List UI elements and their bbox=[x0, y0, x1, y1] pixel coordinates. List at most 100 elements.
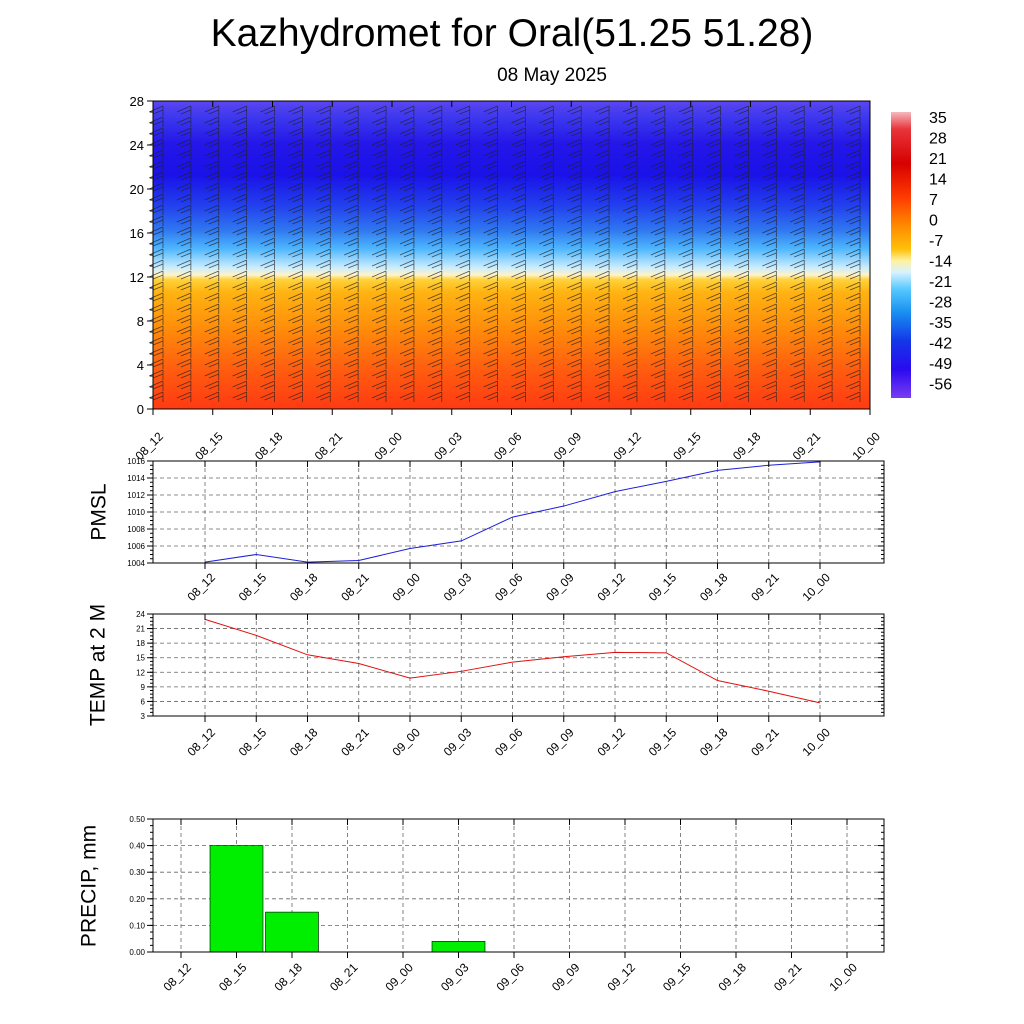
wind-barb bbox=[845, 314, 861, 325]
wind-barb bbox=[148, 358, 164, 369]
wind-barb bbox=[399, 204, 415, 215]
wind-barb bbox=[539, 391, 554, 402]
wind-barb bbox=[427, 380, 443, 391]
wind-barb bbox=[344, 204, 359, 215]
heatmap-y-tick-label: 24 bbox=[130, 138, 144, 153]
wind-barb bbox=[176, 127, 192, 138]
pmsl-x-tick-label: 09_09 bbox=[543, 570, 577, 604]
wind-barb bbox=[539, 182, 554, 193]
precip-y-tick-label: 0.20 bbox=[129, 895, 145, 904]
wind-barb bbox=[594, 193, 610, 204]
wind-barb bbox=[260, 380, 275, 391]
wind-barb bbox=[483, 105, 498, 116]
wind-barb bbox=[567, 127, 582, 138]
wind-barb bbox=[511, 314, 526, 325]
wind-barb bbox=[260, 347, 275, 358]
wind-barb bbox=[232, 358, 248, 369]
wind-barb bbox=[148, 204, 164, 215]
temp-series-line bbox=[204, 618, 821, 704]
wind-barb bbox=[204, 127, 220, 138]
wind-barb bbox=[678, 259, 694, 270]
wind-barb bbox=[232, 281, 248, 292]
wind-barb bbox=[371, 138, 387, 149]
wind-barb bbox=[371, 193, 387, 204]
wind-barb bbox=[790, 193, 805, 204]
wind-barb bbox=[344, 270, 359, 281]
wind-barb bbox=[594, 171, 610, 182]
wind-barb bbox=[762, 127, 777, 138]
wind-barb bbox=[260, 314, 275, 325]
wind-barb bbox=[148, 182, 164, 193]
wind-barb bbox=[594, 380, 610, 391]
wind-barb bbox=[650, 391, 666, 402]
precip-x-tick-label: 08_12 bbox=[160, 960, 194, 994]
wind-barb bbox=[344, 281, 359, 292]
wind-barb bbox=[511, 391, 526, 402]
wind-barb bbox=[344, 171, 359, 182]
wind-barb bbox=[399, 380, 415, 391]
wind-barb bbox=[817, 270, 833, 281]
precip-y-axis-label: PRECIP, mm bbox=[78, 825, 101, 947]
wind-barb bbox=[427, 160, 443, 171]
wind-barb bbox=[260, 149, 275, 160]
wind-barb bbox=[622, 127, 638, 138]
wind-barb bbox=[427, 248, 443, 259]
wind-barb bbox=[371, 182, 387, 193]
wind-barb bbox=[427, 358, 443, 369]
wind-barb bbox=[427, 336, 443, 347]
wind-barb bbox=[539, 226, 554, 237]
wind-barb bbox=[148, 325, 164, 336]
wind-barb bbox=[232, 138, 248, 149]
wind-barb bbox=[176, 303, 192, 314]
wind-barb bbox=[399, 182, 415, 193]
colorbar-labels: 35 28 21 14 7 0 -7 -14 -21 -28 -35 -42 -49 -56 bbox=[929, 110, 952, 394]
wind-barb bbox=[594, 226, 610, 237]
wind-barb bbox=[511, 138, 526, 149]
wind-barb bbox=[817, 248, 833, 259]
wind-barb bbox=[148, 193, 164, 204]
wind-barb bbox=[762, 292, 777, 303]
wind-barb bbox=[539, 138, 554, 149]
precip-x-tick-label: 09_18 bbox=[715, 960, 749, 994]
wind-barb bbox=[622, 160, 638, 171]
precip-bar bbox=[431, 941, 486, 953]
wind-barb bbox=[817, 358, 833, 369]
wind-barb bbox=[427, 303, 443, 314]
wind-barb bbox=[567, 248, 582, 259]
wind-barb bbox=[316, 171, 331, 182]
wind-barb bbox=[762, 380, 777, 391]
wind-barb bbox=[762, 138, 777, 149]
wind-barb bbox=[762, 215, 777, 226]
wind-barb bbox=[483, 380, 498, 391]
temp-x-tick-label: 09_18 bbox=[697, 725, 731, 759]
precip-bar bbox=[209, 845, 264, 953]
wind-barb bbox=[483, 248, 498, 259]
wind-barb bbox=[817, 127, 833, 138]
colorbar-label: -14 bbox=[929, 254, 952, 271]
wind-barb bbox=[204, 391, 220, 402]
wind-barb bbox=[399, 270, 415, 281]
temp-y-tick-label: 21 bbox=[136, 625, 145, 634]
wind-barb bbox=[288, 259, 303, 270]
wind-barb bbox=[678, 391, 694, 402]
wind-barb bbox=[232, 193, 248, 204]
wind-barb bbox=[427, 116, 443, 127]
wind-barb bbox=[594, 160, 610, 171]
wind-barb bbox=[455, 138, 471, 149]
wind-barb bbox=[288, 127, 303, 138]
wind-barb bbox=[845, 336, 861, 347]
wind-barb bbox=[148, 248, 164, 259]
wind-barb bbox=[204, 215, 220, 226]
wind-barb bbox=[371, 391, 387, 402]
pmsl-grid bbox=[153, 461, 884, 563]
wind-barb bbox=[483, 138, 498, 149]
wind-barb bbox=[790, 204, 805, 215]
colorbar-label: 0 bbox=[929, 213, 938, 230]
heatmap-x-tick-label: 09_09 bbox=[551, 429, 585, 463]
wind-barb bbox=[371, 215, 387, 226]
wind-barb bbox=[260, 292, 275, 303]
wind-barb bbox=[650, 292, 666, 303]
wind-barb bbox=[706, 160, 721, 171]
wind-barb bbox=[622, 138, 638, 149]
